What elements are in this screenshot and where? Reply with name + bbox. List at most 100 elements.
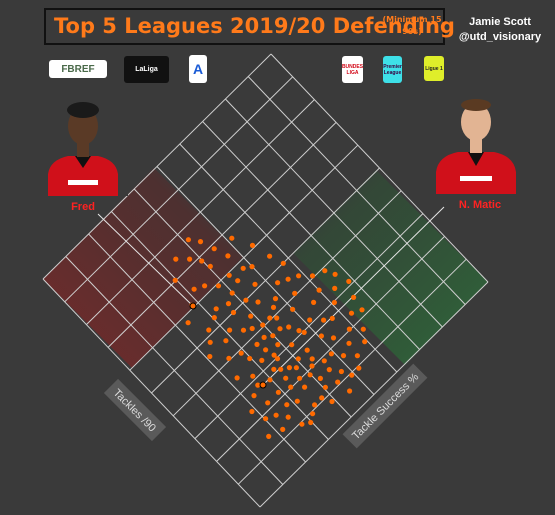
- scatter-point: [301, 329, 307, 335]
- scatter-point: [346, 326, 352, 332]
- scatter-point: [321, 317, 327, 323]
- scatter-point: [286, 365, 292, 371]
- scatter-point: [283, 375, 289, 381]
- scatter-point: [247, 355, 253, 362]
- scatter-point: [240, 327, 247, 333]
- scatter-point: [252, 281, 258, 287]
- y-axis-label: Tackle Success %: [350, 371, 421, 442]
- scatter-point: [267, 377, 273, 383]
- scatter-point: [249, 325, 255, 332]
- scatter-point: [309, 273, 316, 279]
- scatter-points: [172, 235, 368, 439]
- scatter-point: [295, 356, 301, 362]
- scatter-point: [191, 286, 197, 292]
- scatter-point: [311, 299, 317, 305]
- scatter-point: [267, 253, 273, 259]
- laliga-logo: LaLiga: [124, 56, 169, 83]
- scatter-point: [302, 384, 308, 390]
- scatter-point: [275, 280, 281, 286]
- grid-line-success: [247, 76, 466, 305]
- grid-line-success: [156, 166, 375, 395]
- scatter-point: [207, 263, 213, 269]
- scatter-point: [263, 347, 269, 353]
- scatter-point: [285, 414, 291, 420]
- scatter-point: [347, 388, 353, 394]
- highlight-point-fred: [189, 302, 197, 310]
- scatter-point: [316, 287, 322, 293]
- subtitle-line-2: 90s): [402, 27, 422, 36]
- scatter-point: [206, 327, 212, 333]
- scatter-point: [340, 353, 347, 359]
- scatter-point: [229, 235, 235, 241]
- scatter-point: [278, 366, 284, 372]
- high-success-zone: [293, 170, 488, 365]
- scatter-point: [360, 326, 366, 332]
- scatter-point: [309, 363, 315, 369]
- scatter-point: [309, 356, 315, 362]
- scatter-point: [261, 334, 267, 340]
- scatter-point: [285, 276, 291, 282]
- scatter-point: [255, 299, 261, 305]
- scatter-point: [226, 272, 232, 278]
- scatter-point: [354, 353, 360, 359]
- scatter-point: [290, 306, 296, 312]
- scatter-point: [275, 389, 281, 395]
- scatter-point: [294, 398, 300, 404]
- scatter-point: [207, 353, 213, 360]
- grid-line-tackles: [86, 99, 315, 325]
- scatter-point: [277, 326, 283, 332]
- scatter-point: [331, 299, 337, 306]
- bundesliga-logo: BUNDES LIGA: [342, 56, 363, 83]
- scatter-point: [226, 355, 232, 361]
- scatter-point: [211, 315, 217, 321]
- scatter-point: [351, 294, 357, 300]
- scatter-point: [299, 421, 305, 427]
- scatter-point: [259, 357, 265, 363]
- scatter-point: [322, 268, 328, 274]
- scatter-point: [332, 271, 338, 277]
- scatter-point: [289, 342, 295, 348]
- scatter-point: [286, 324, 292, 330]
- scatter-point: [297, 375, 303, 381]
- scatter-point: [234, 375, 240, 381]
- grid-line-tackles: [64, 76, 294, 303]
- scatter-point: [296, 328, 302, 334]
- chart-subtitle: (Minimum 15 90s): [379, 14, 445, 38]
- scatter-point: [272, 296, 279, 302]
- scatter-point: [328, 351, 334, 357]
- scatter-point: [329, 398, 335, 405]
- grid-line-tackles: [107, 122, 337, 348]
- title-box: Top 5 Leagues 2019/20 Defending (Minimum…: [44, 8, 455, 45]
- scatter-point: [230, 309, 237, 316]
- scatter-point: [293, 365, 299, 371]
- scatter-point: [348, 310, 355, 316]
- scatter-point: [308, 419, 314, 426]
- player-label-fred: Fred: [71, 201, 95, 213]
- scatter-point: [349, 372, 355, 378]
- scatter-point: [273, 412, 279, 418]
- player-fred-photo: [38, 96, 128, 196]
- scatter-point: [280, 260, 286, 266]
- scatter-point: [249, 408, 255, 415]
- seriea-logo: A: [189, 55, 207, 83]
- subtitle-line-1: (Minimum 15: [382, 15, 442, 24]
- scatter-point: [238, 350, 244, 356]
- scatter-point: [235, 278, 241, 284]
- player-matic-photo: [428, 94, 524, 194]
- scatter-point: [173, 256, 179, 262]
- scatter-point: [321, 358, 327, 364]
- scatter-point: [267, 315, 273, 321]
- scatter-point: [211, 246, 217, 252]
- scatter-point: [296, 273, 302, 279]
- scatter-point: [275, 342, 281, 348]
- grid-line-success: [202, 121, 420, 350]
- scatter-point: [263, 416, 269, 422]
- grid-line-success: [179, 143, 398, 373]
- scatter-point: [271, 352, 277, 358]
- scatter-point: [319, 395, 325, 401]
- scatter-point: [307, 372, 313, 378]
- scatter-point: [304, 347, 310, 353]
- scatter-point: [255, 382, 261, 388]
- scatter-point: [185, 320, 191, 326]
